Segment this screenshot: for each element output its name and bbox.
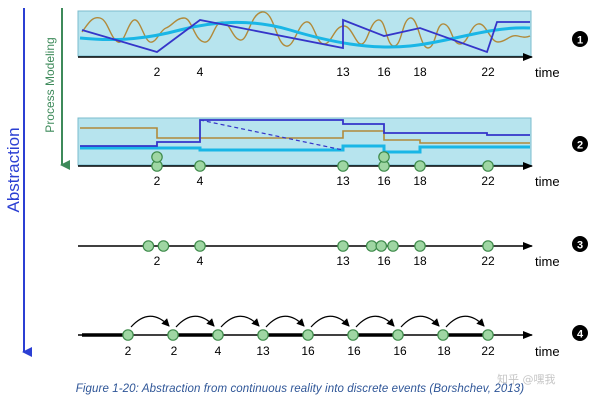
panel-3: 2 4 13 16 18 22 time 3 bbox=[78, 236, 588, 269]
panel-4-events bbox=[122, 329, 494, 341]
panel-3-time-label: time bbox=[535, 254, 560, 269]
panel-4-tick-8: 18 bbox=[437, 344, 451, 358]
panel-1-tick-3: 13 bbox=[336, 65, 350, 79]
panel-4-tick-6: 16 bbox=[347, 344, 361, 358]
panel-4-event bbox=[302, 329, 314, 341]
panel-2-event bbox=[151, 151, 163, 163]
panel-4-event bbox=[122, 329, 134, 341]
process-modeling-label: Process Modeling bbox=[43, 37, 57, 132]
panel-3-event bbox=[337, 240, 349, 252]
panel-2-tick-5: 18 bbox=[413, 174, 427, 188]
panel-2-event bbox=[414, 160, 426, 172]
panel-1-time-label: time bbox=[535, 65, 560, 80]
panel-4-transition-arc bbox=[265, 315, 305, 328]
panel-4-transition-arc bbox=[445, 315, 485, 328]
panel-1-number-badge bbox=[572, 31, 588, 47]
panel-3-tick-1: 2 bbox=[154, 254, 161, 268]
watermark: 知乎 @嘿我 bbox=[497, 373, 556, 386]
panel-4-transition-arc bbox=[130, 315, 170, 328]
panel-4-transition-arcs bbox=[130, 315, 485, 328]
panel-4-event bbox=[392, 329, 404, 341]
panel-3-event bbox=[387, 240, 399, 252]
panel-1-continuous-signal bbox=[81, 11, 531, 49]
panel-3-event bbox=[482, 240, 494, 252]
panel-3-events bbox=[142, 240, 494, 252]
panel-4-transition-arc bbox=[220, 315, 260, 328]
panel-2-blue-step bbox=[80, 119, 530, 147]
panel-3-number-badge bbox=[572, 236, 588, 252]
panel-3-tick-6: 22 bbox=[481, 254, 495, 268]
panel-1-tick-6: 22 bbox=[481, 65, 495, 79]
panel-1-tick-2: 4 bbox=[197, 65, 204, 79]
panel-1-number: 1 bbox=[577, 35, 583, 47]
panel-4-event bbox=[257, 329, 269, 341]
panel-4-transition-arc bbox=[175, 315, 215, 328]
abstraction-label: Abstraction bbox=[4, 127, 23, 212]
panel-2: 2 4 13 16 18 22 time 2 bbox=[77, 117, 588, 189]
panel-4: 2 2 4 13 16 16 16 18 22 time 4 bbox=[78, 315, 588, 359]
panel-2-event bbox=[194, 160, 206, 172]
panel-4-number: 4 bbox=[577, 329, 584, 341]
panel-2-cyan-step bbox=[80, 144, 530, 154]
panel-4-tick-1: 2 bbox=[125, 344, 132, 358]
panel-1-sawtooth-signal bbox=[81, 18, 530, 54]
panel-3-tick-3: 13 bbox=[336, 254, 350, 268]
panel-3-tick-2: 4 bbox=[197, 254, 204, 268]
panel-3-event bbox=[142, 240, 155, 252]
panel-2-event bbox=[378, 151, 390, 163]
panel-4-number-badge bbox=[572, 325, 588, 341]
panel-3-event bbox=[157, 240, 170, 252]
panel-2-tick-2: 4 bbox=[197, 174, 204, 188]
panel-2-time-label: time bbox=[535, 174, 560, 189]
panel-3-tick-5: 18 bbox=[413, 254, 427, 268]
panel-4-event bbox=[437, 329, 449, 341]
panel-1-tick-4: 16 bbox=[377, 65, 391, 79]
panel-4-tick-7: 16 bbox=[393, 344, 407, 358]
panel-4-tick-4: 13 bbox=[256, 344, 270, 358]
panel-2-tick-3: 13 bbox=[336, 174, 350, 188]
panel-2-events bbox=[151, 151, 494, 172]
panel-4-tick-3: 4 bbox=[215, 344, 222, 358]
panel-1-tick-1: 2 bbox=[154, 65, 161, 79]
panel-1-tick-5: 18 bbox=[413, 65, 427, 79]
figure-caption: Figure 1-20: Abstraction from continuous… bbox=[75, 383, 525, 395]
panel-3-event bbox=[365, 240, 378, 252]
panel-2-dashed-trend bbox=[199, 119, 344, 151]
panel-4-tick-9: 22 bbox=[481, 344, 495, 358]
panel-2-event bbox=[337, 160, 349, 172]
panel-3-event bbox=[194, 240, 206, 252]
panel-4-transition-arc bbox=[310, 315, 350, 328]
panel-2-event bbox=[482, 160, 494, 172]
panel-4-event bbox=[482, 329, 494, 341]
panel-2-tick-6: 22 bbox=[481, 174, 495, 188]
panel-4-event bbox=[347, 329, 359, 341]
panel-4-time-label: time bbox=[535, 344, 560, 359]
panel-2-tick-1: 2 bbox=[154, 174, 161, 188]
panel-1: 2 4 13 16 18 22 time 1 bbox=[77, 10, 588, 80]
panel-4-tick-2: 2 bbox=[171, 344, 178, 358]
panel-3-number: 3 bbox=[577, 240, 583, 252]
panel-4-event bbox=[167, 329, 179, 341]
panel-3-event bbox=[375, 240, 388, 252]
panel-4-transition-arc bbox=[355, 315, 395, 328]
panel-2-number: 2 bbox=[577, 140, 583, 152]
panel-4-tick-5: 16 bbox=[301, 344, 315, 358]
panel-4-transition-arc bbox=[400, 315, 440, 328]
panel-2-tick-4: 16 bbox=[377, 174, 391, 188]
panel-4-event bbox=[212, 329, 224, 341]
panel-3-tick-4: 16 bbox=[377, 254, 391, 268]
panel-2-number-badge bbox=[572, 136, 588, 152]
panel-2-brown-step bbox=[80, 127, 530, 144]
panel-3-event bbox=[414, 240, 426, 252]
